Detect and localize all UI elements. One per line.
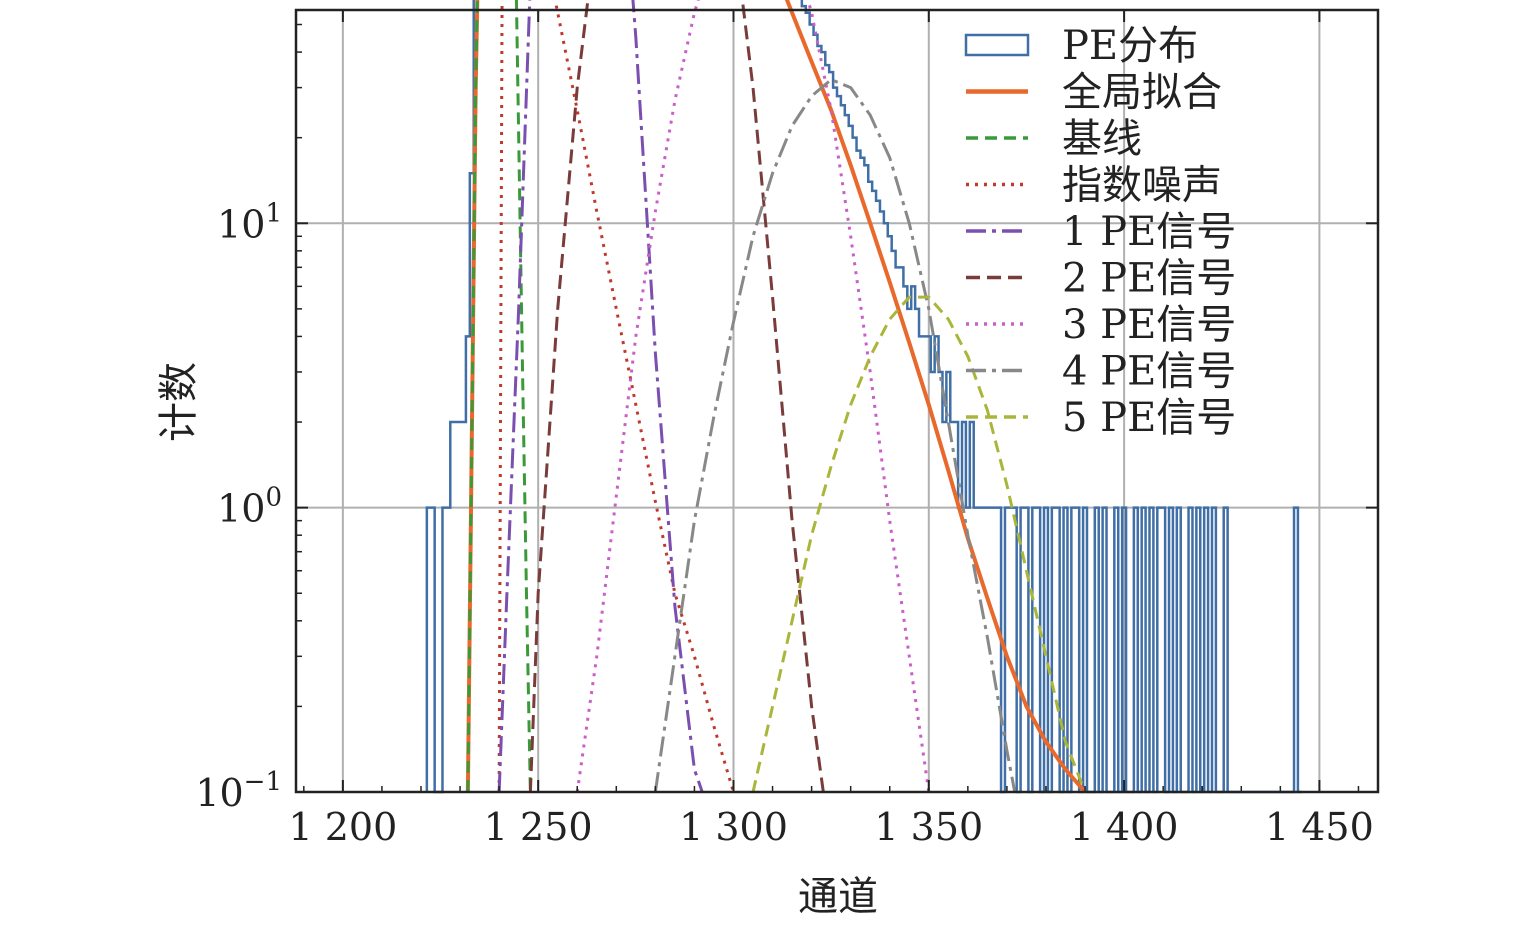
x-tick-label: 1 200: [288, 805, 397, 849]
legend-label: 1 PE信号: [1062, 209, 1236, 255]
series-line-1: [465, 0, 1087, 794]
legend-label: 指数噪声: [1062, 163, 1222, 209]
series-line-6: [575, 0, 931, 793]
axes: 1 200 1 250 1 300 1 350 1 400 1 450 10−1 100 101…: [195, 8, 1380, 849]
legend-label: PE分布: [1062, 23, 1198, 69]
legend-label: 2 PE信号: [1062, 256, 1236, 302]
x-tick-label: 1 250: [484, 805, 593, 849]
legend-label: 3 PE信号: [1062, 302, 1236, 348]
y-tick-label: 10−1: [195, 767, 282, 815]
y-tick-label: 100: [217, 483, 282, 531]
x-axis-label: 通道: [798, 874, 878, 920]
x-tick-label: 1 350: [874, 805, 983, 849]
series-line-3: [497, 0, 735, 793]
legend-label: 全局拟合: [1062, 70, 1222, 116]
series-line-8: [751, 295, 1087, 793]
x-tick-label: 1 300: [679, 805, 788, 849]
legend-label: 基线: [1062, 116, 1142, 162]
x-tick-label: 1 400: [1070, 805, 1179, 849]
series-line-7: [653, 78, 1017, 793]
legend-label: 4 PE信号: [1062, 349, 1236, 395]
fit-curves: [465, 0, 1087, 794]
y-tick-label: 101: [217, 198, 282, 246]
series-line-4: [497, 0, 704, 793]
plot-frame: [294, 8, 1380, 794]
y-axis-label: 计数: [156, 362, 202, 442]
series-line-2: [466, 0, 532, 793]
legend-swatch-histogram: [964, 33, 1030, 57]
x-tick-label: 1 450: [1265, 805, 1374, 849]
legend-label: 5 PE信号: [1062, 395, 1236, 441]
